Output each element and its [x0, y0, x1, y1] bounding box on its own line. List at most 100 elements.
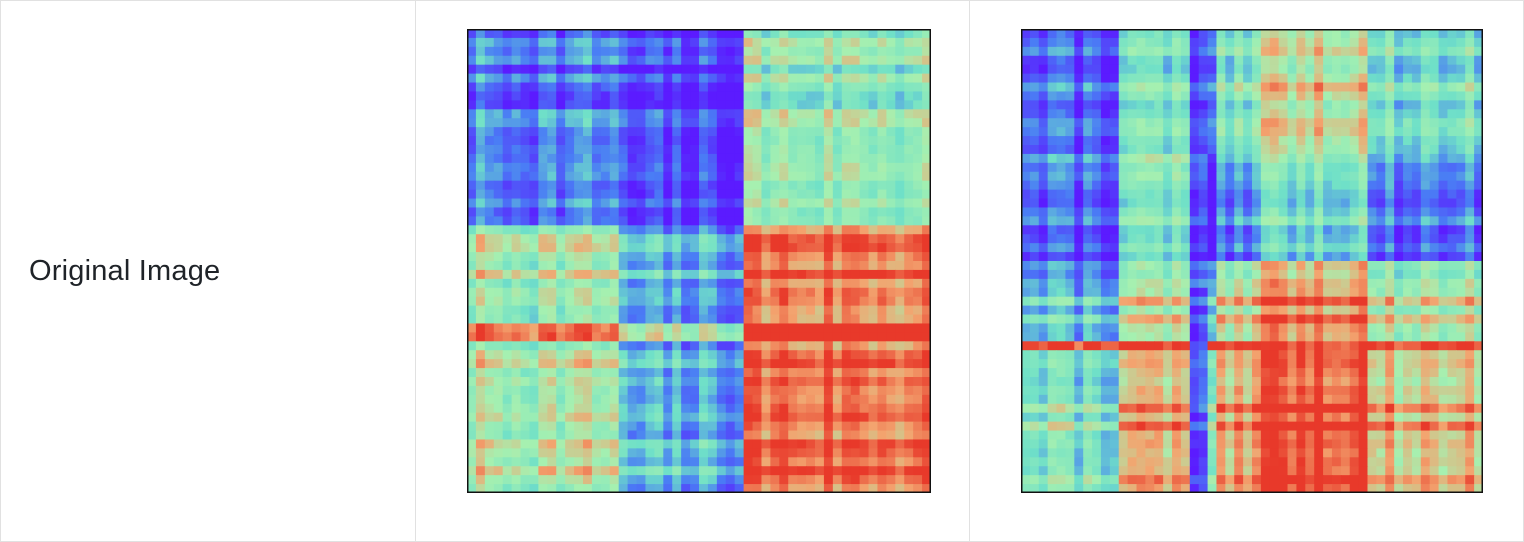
heatmap-cell [1456, 216, 1466, 226]
heatmap-cell [761, 296, 771, 307]
heatmap-cell [467, 359, 477, 369]
heatmap-cell [1154, 314, 1164, 325]
heatmap-cell [681, 385, 691, 396]
heatmap-cell [877, 314, 887, 325]
heatmap-cell [1092, 171, 1102, 182]
heatmap-cell [627, 439, 638, 449]
heatmap-cell [859, 466, 870, 476]
heatmap-cell [618, 439, 629, 449]
heatmap-cell [565, 136, 575, 146]
heatmap-cell [1331, 145, 1342, 155]
heatmap-cell [1145, 341, 1155, 351]
heatmap-cell [609, 430, 620, 441]
heatmap-cell [788, 109, 798, 119]
heatmap-cell [1474, 323, 1483, 333]
heatmap-cell [1252, 207, 1262, 217]
heatmap-cell [627, 73, 638, 84]
heatmap-cell [1465, 136, 1475, 146]
heatmap-cell [1074, 207, 1084, 217]
heatmap-cell [1403, 180, 1413, 191]
heatmap-cell [1163, 109, 1173, 119]
heatmap-cell [547, 91, 557, 101]
heatmap-cell [1376, 162, 1386, 173]
heatmap-cell [841, 29, 852, 39]
heatmap-cell [520, 145, 531, 155]
heatmap-cell [1340, 287, 1351, 298]
heatmap-cell [1198, 412, 1209, 423]
heatmap-cell [1056, 341, 1067, 351]
heatmap-cell [707, 412, 718, 423]
heatmap-cell [672, 448, 682, 458]
heatmap-cell [788, 189, 798, 200]
heatmap-cell [681, 421, 691, 432]
heatmap-cell [1456, 100, 1466, 110]
heatmap-cell [538, 145, 548, 155]
heatmap-cell [1225, 207, 1235, 217]
heatmap-cell [1127, 412, 1138, 423]
heatmap-cell [636, 278, 647, 289]
heatmap-cell [823, 484, 834, 493]
heatmap-cell [761, 225, 771, 235]
heatmap-cell [1092, 234, 1102, 244]
heatmap-cell [886, 350, 896, 360]
heatmap-cell [1411, 55, 1422, 66]
heatmap-cell [467, 171, 477, 182]
heatmap-cell [815, 162, 825, 173]
heatmap-cell [1385, 314, 1395, 325]
heatmap-cell [467, 243, 477, 253]
heatmap-cell [895, 55, 905, 66]
heatmap-cell [770, 421, 780, 432]
heatmap-cell [832, 171, 843, 182]
heatmap-cell [1198, 118, 1209, 128]
heatmap-cell [1083, 73, 1093, 84]
heatmap-cell [520, 278, 531, 289]
heatmap-cell [1100, 37, 1111, 48]
heatmap-cell [1163, 189, 1173, 200]
heatmap-cell [1287, 385, 1298, 396]
heatmap-cell [1234, 127, 1244, 137]
heatmap-cell [690, 37, 700, 48]
heatmap-cell [627, 359, 638, 369]
heatmap-cell [877, 91, 887, 101]
heatmap-cell [806, 225, 816, 235]
heatmap-cell [877, 118, 887, 128]
heatmap-cell [922, 261, 931, 271]
heatmap-cell [1163, 412, 1173, 423]
heatmap-cell [493, 278, 504, 289]
heatmap-cell [1056, 91, 1067, 101]
heatmap-cell [1243, 403, 1253, 414]
heatmap-cell [734, 394, 745, 405]
heatmap-cell [1056, 403, 1067, 414]
heatmap-cell [913, 341, 923, 351]
heatmap-cell [788, 457, 798, 467]
heatmap-cell [690, 385, 700, 396]
heatmap-cell [1198, 243, 1209, 253]
heatmap-cell [467, 189, 477, 200]
heatmap-cell [922, 421, 931, 432]
heatmap-cell [1109, 341, 1120, 351]
heatmap-cell [475, 430, 486, 441]
heatmap-cell [1056, 394, 1067, 405]
heatmap-cell [1296, 403, 1306, 414]
heatmap-cell [645, 225, 655, 235]
heatmap-cell [1314, 37, 1324, 48]
heatmap-cell [636, 162, 647, 173]
heatmap-cell [538, 394, 548, 405]
heatmap-cell [1243, 305, 1253, 316]
heatmap-cell [1180, 127, 1191, 137]
heatmap-cell [1252, 341, 1262, 351]
heatmap-cell [1154, 243, 1164, 253]
heatmap-cell [823, 377, 834, 387]
heatmap-cell [743, 278, 754, 289]
heatmap-cell [1465, 118, 1475, 128]
heatmap-cell [511, 225, 522, 235]
heatmap-cell [663, 55, 673, 66]
heatmap-cell [922, 100, 931, 110]
heatmap-cell [1136, 171, 1146, 182]
heatmap-cell [1456, 287, 1466, 298]
heatmap-cell [859, 127, 870, 137]
heatmap-cell [815, 234, 825, 244]
heatmap-cell [725, 466, 736, 476]
heatmap-cell [663, 37, 673, 48]
heatmap-cell [859, 145, 870, 155]
